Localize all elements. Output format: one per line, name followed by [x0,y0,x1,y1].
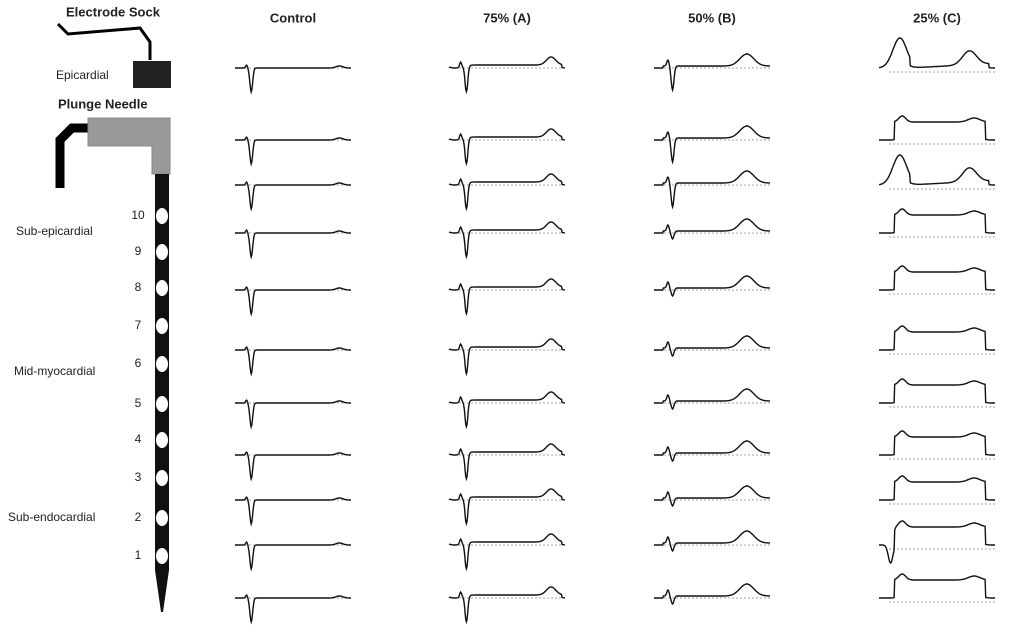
electrogram [879,378,995,404]
electrogram [879,115,995,141]
electrode [156,548,168,564]
electrode [156,396,168,412]
column-header: 75% (A) [483,10,531,25]
electrode [156,318,168,334]
electrode-number: 4 [135,432,142,446]
electrogram [879,325,995,351]
electrogram [878,37,995,69]
electrogram [235,594,351,625]
electrogram [448,533,565,572]
electrogram [448,128,565,167]
region-label: Sub-epicardial [16,224,93,238]
column-header: Control [270,10,316,25]
electrogram [654,440,771,463]
sock-wire [56,22,152,60]
electrogram [448,221,565,260]
electrode [156,356,168,372]
sock-label: Electrode Sock [66,4,161,19]
electrode-number: 9 [135,244,142,258]
region-label: Sub-endocardial [8,510,95,524]
electrode-number: 8 [135,280,142,294]
electrogram [654,388,771,411]
electrogram [654,218,771,241]
electrogram [448,173,565,212]
electrogram [448,338,565,377]
electrogram [654,53,771,93]
electrode [156,244,168,260]
electrogram [654,275,771,298]
electrogram [879,208,995,234]
electrogram [654,335,771,358]
column-header: 25% (C) [913,10,961,25]
needle-shaft [155,174,169,612]
electrogram [235,496,351,527]
electrogram [235,346,351,377]
electrogram [235,181,351,212]
electrode-number: 7 [135,318,142,332]
electrogram [235,451,351,482]
electrogram [448,56,565,95]
electrogram [448,586,565,625]
electrode-number: 5 [135,396,142,410]
electrode-number: 2 [135,510,142,524]
electrogram [879,430,995,456]
electrode-number: 10 [131,208,145,222]
needle-hub [87,117,171,175]
electrogram [235,541,351,572]
electrogram [879,475,995,501]
electrogram [878,154,995,186]
electrogram [448,443,565,482]
electrogram [235,399,351,430]
electrogram [448,488,565,527]
electrogram [235,286,351,317]
electrogram [654,485,771,508]
electrogram [654,170,771,210]
electrode [156,208,168,224]
region-label: Mid-myocardial [14,364,95,378]
electrogram [654,583,771,606]
electrode [156,280,168,296]
electrogram [235,136,351,167]
electrogram [235,64,351,95]
electrogram [879,265,995,291]
electrogram [879,520,995,564]
needle-wire [55,123,92,188]
sock-electrode [133,61,171,88]
electrogram [879,573,995,599]
electrogram [235,229,351,260]
electrogram [448,278,565,317]
electrogram [654,125,771,165]
electrode-number: 6 [135,356,142,370]
electrogram [654,530,771,553]
electrode [156,510,168,526]
electrogram [448,391,565,430]
electrode [156,432,168,448]
needle-label: Plunge Needle [58,96,148,111]
electrode [156,470,168,486]
electrode-number: 3 [135,470,142,484]
epicardial-label: Epicardial [56,68,109,82]
column-header: 50% (B) [688,10,736,25]
electrode-number: 1 [135,548,142,562]
